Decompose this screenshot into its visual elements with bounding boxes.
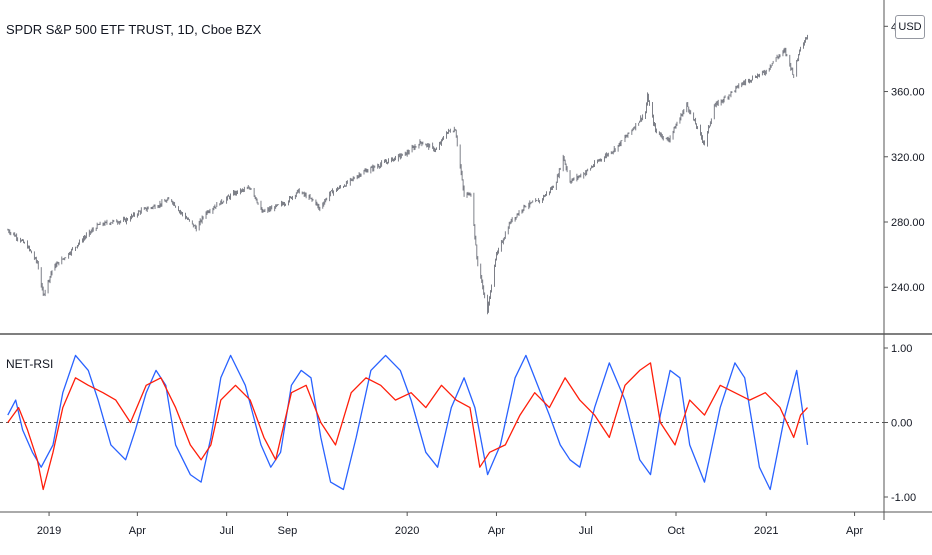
- osc-tick-label: 1.00: [891, 343, 912, 355]
- time-tick-label: Oct: [667, 525, 684, 537]
- price-tick-label: 360.00: [891, 87, 925, 99]
- time-tick-label: Apr: [129, 525, 146, 537]
- chart-title: SPDR S&P 500 ETF TRUST, 1D, Cboe BZX: [6, 22, 262, 37]
- currency-badge[interactable]: USD: [895, 15, 925, 39]
- time-tick-label: 2021: [754, 525, 778, 537]
- price-tick-label: 280.00: [891, 217, 925, 229]
- time-tick-label: Jul: [579, 525, 593, 537]
- time-tick-label: 2020: [395, 525, 419, 537]
- time-tick-label: 2019: [37, 525, 61, 537]
- indicator-series-1: [7, 362, 808, 491]
- indicator-series-0: [7, 354, 809, 491]
- time-tick-label: Sep: [278, 525, 298, 537]
- time-tick-label: Jul: [220, 525, 234, 537]
- time-tick-label: Apr: [488, 525, 505, 537]
- indicator-title: NET-RSI: [6, 357, 53, 371]
- price-pane: [7, 34, 808, 315]
- price-tick-label: 320.00: [891, 152, 925, 164]
- osc-tick-label: -1.00: [891, 492, 916, 504]
- time-tick-label: Apr: [846, 525, 863, 537]
- osc-tick-label: 0.00: [891, 418, 912, 430]
- axes: SPDR S&P 500 ETF TRUST, 1D, Cboe BZX NET-…: [0, 0, 932, 537]
- price-tick-label: 240.00: [891, 282, 925, 294]
- oscillator-pane: [0, 354, 884, 491]
